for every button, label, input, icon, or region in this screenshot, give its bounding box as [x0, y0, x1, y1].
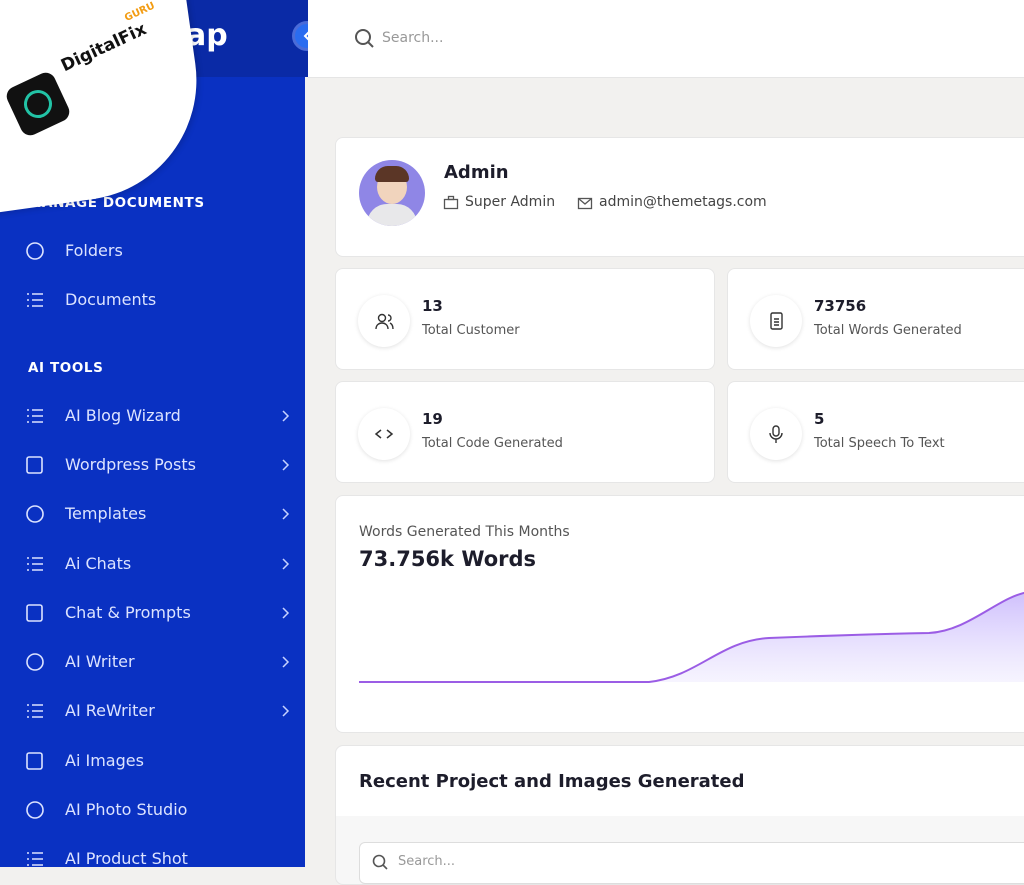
nav-item[interactable]: Wordpress Posts	[0, 450, 305, 480]
nav-label: Ai Chats	[65, 553, 132, 573]
stat-value: 5	[814, 410, 825, 428]
stat-icon	[750, 408, 802, 460]
nav-item[interactable]: Chat & Prompts	[0, 598, 305, 628]
nav-label: AI ReWriter	[65, 701, 155, 721]
stat-card: 19 Total Code Generated	[335, 381, 715, 483]
words-card: Words Generated This Months 73.756k Word…	[335, 495, 1024, 733]
avatar[interactable]	[359, 160, 425, 226]
chevron-right-icon	[282, 557, 290, 570]
nav-item[interactable]: AI Product Shot	[0, 844, 305, 874]
nav-item[interactable]: Documents	[0, 285, 305, 315]
section-title: AI TOOLS	[28, 359, 104, 376]
recent-header	[336, 746, 1024, 816]
nav-item[interactable]: Ai Chats	[0, 549, 305, 579]
nav-item[interactable]: AI Writer	[0, 647, 305, 677]
briefcase-icon	[443, 195, 459, 210]
nav-icon	[26, 242, 44, 260]
watermark-logo-ring	[19, 85, 57, 123]
nav-item[interactable]: Templates	[0, 499, 305, 529]
nav-icon	[26, 456, 43, 474]
stat-glyph	[375, 313, 394, 330]
stat-value: 13	[422, 297, 443, 315]
nav-item[interactable]: Ai Images	[0, 746, 305, 776]
chevron-right-icon	[282, 410, 290, 422]
nav-label: Ai Images	[65, 750, 144, 770]
nav-label: AI Product Shot	[65, 849, 188, 869]
nav-label: Chat & Prompts	[65, 602, 191, 622]
search-input[interactable]: Search...	[382, 30, 444, 46]
nav-label: Templates	[65, 504, 147, 524]
nav-icon	[26, 603, 43, 622]
chevron-right-icon	[282, 607, 290, 619]
area-fill	[359, 593, 1024, 682]
search-icon	[355, 29, 374, 48]
stat-label: Total Speech To Text	[814, 436, 945, 451]
nav-item[interactable]: AI Blog Wizard	[0, 401, 305, 431]
stat-glyph	[769, 425, 783, 443]
stat-label: Total Words Generated	[814, 323, 962, 338]
stat-label: Total Customer	[422, 323, 520, 338]
nav-label: Folders	[65, 241, 123, 260]
nav-item[interactable]: Folders	[0, 236, 305, 266]
avatar-body	[367, 204, 417, 226]
nav-label: AI Writer	[65, 652, 135, 672]
avatar-hair	[375, 166, 409, 182]
nav-icon	[27, 556, 43, 571]
nav-icon	[27, 852, 43, 867]
chevron-left-icon	[303, 31, 310, 41]
stat-icon	[358, 295, 410, 347]
stat-card: 73756 Total Words Generated	[727, 268, 1024, 370]
stat-label: Total Code Generated	[422, 436, 563, 451]
stat-card: 13 Total Customer	[335, 268, 715, 370]
nav-icon	[26, 505, 44, 523]
nav-icon	[26, 653, 44, 671]
stat-icon	[750, 295, 802, 347]
words-headline: 73.756k Words	[359, 547, 537, 571]
nav-icon	[26, 801, 44, 819]
stat-value: 73756	[814, 297, 867, 315]
recent-search[interactable]: Search...	[359, 842, 1024, 884]
nav-item[interactable]: AI ReWriter	[0, 696, 305, 726]
chevron-right-icon	[282, 656, 290, 668]
stat-card: 5 Total Speech To Text	[727, 381, 1024, 483]
nav-icon	[27, 293, 43, 308]
search-icon	[372, 854, 388, 870]
chevron-right-icon	[282, 459, 290, 471]
area-line	[359, 592, 1024, 683]
stat-glyph	[770, 312, 783, 330]
stat-glyph	[374, 429, 394, 439]
profile-email: admin@themetags.com	[599, 194, 767, 210]
nav-icon	[27, 704, 43, 719]
recent-search-placeholder: Search...	[398, 854, 456, 869]
profile-role: Super Admin	[465, 194, 556, 210]
top-header: Search...	[308, 0, 1024, 78]
nav-item[interactable]: AI Photo Studio	[0, 795, 305, 825]
recent-title: Recent Project and Images Generated	[359, 771, 745, 792]
stat-value: 19	[422, 410, 443, 428]
words-area-chart	[359, 592, 1024, 683]
nav-icon	[26, 751, 43, 770]
nav-label: AI Blog Wizard	[65, 405, 181, 425]
nav-label: Wordpress Posts	[65, 454, 196, 474]
recent-card: Recent Project and Images Generated Sear…	[335, 745, 1024, 885]
nav-label: Documents	[65, 290, 157, 310]
words-subtitle: Words Generated This Months	[359, 524, 570, 540]
nav-icon	[27, 408, 43, 423]
chevron-right-icon	[282, 705, 290, 717]
chevron-right-icon	[282, 508, 290, 520]
profile-card: Admin Super Admin admin@themetags.com	[335, 137, 1024, 257]
mail-icon	[577, 197, 593, 210]
profile-name: Admin	[444, 162, 509, 183]
nav-label: AI Photo Studio	[65, 800, 188, 819]
stat-icon	[358, 408, 410, 460]
